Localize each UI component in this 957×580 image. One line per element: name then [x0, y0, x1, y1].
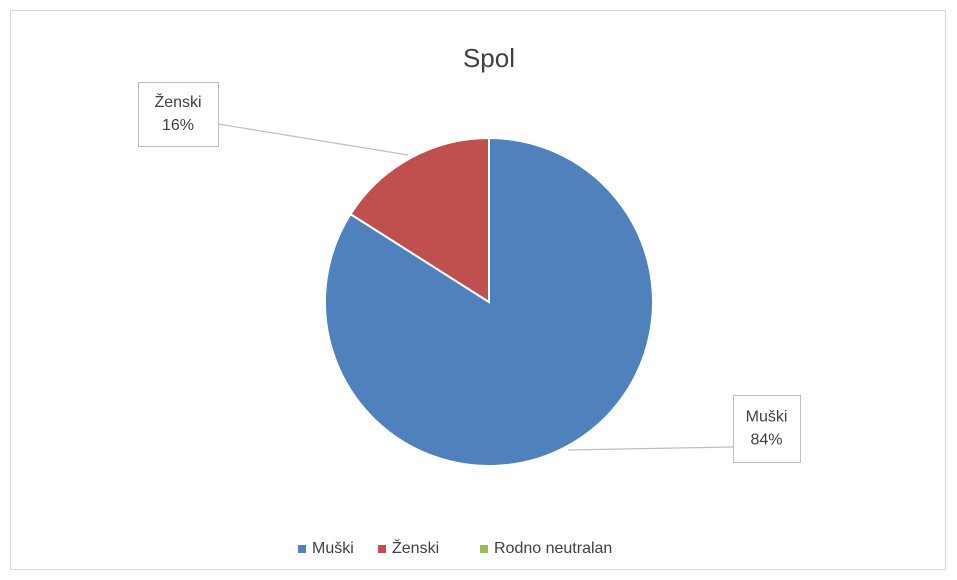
legend-label: Rodno neutralan [494, 540, 612, 557]
legend-swatch [378, 545, 386, 553]
chart-title: Spol [463, 43, 515, 73]
legend-label: Muški [312, 540, 354, 557]
pie-slice [349, 136, 490, 304]
leader-line [567, 446, 734, 451]
data-label-box [733, 395, 801, 463]
data-label-category: Muški [746, 409, 788, 426]
data-label-value: 16% [162, 117, 194, 134]
data-label-value: 84% [750, 432, 782, 449]
legend-swatch [298, 545, 306, 553]
legend-label: Ženski [392, 538, 439, 557]
leader-line [217, 123, 409, 156]
data-label-box [138, 82, 219, 147]
legend-swatch [480, 545, 488, 553]
data-label-category: Ženski [154, 92, 201, 111]
